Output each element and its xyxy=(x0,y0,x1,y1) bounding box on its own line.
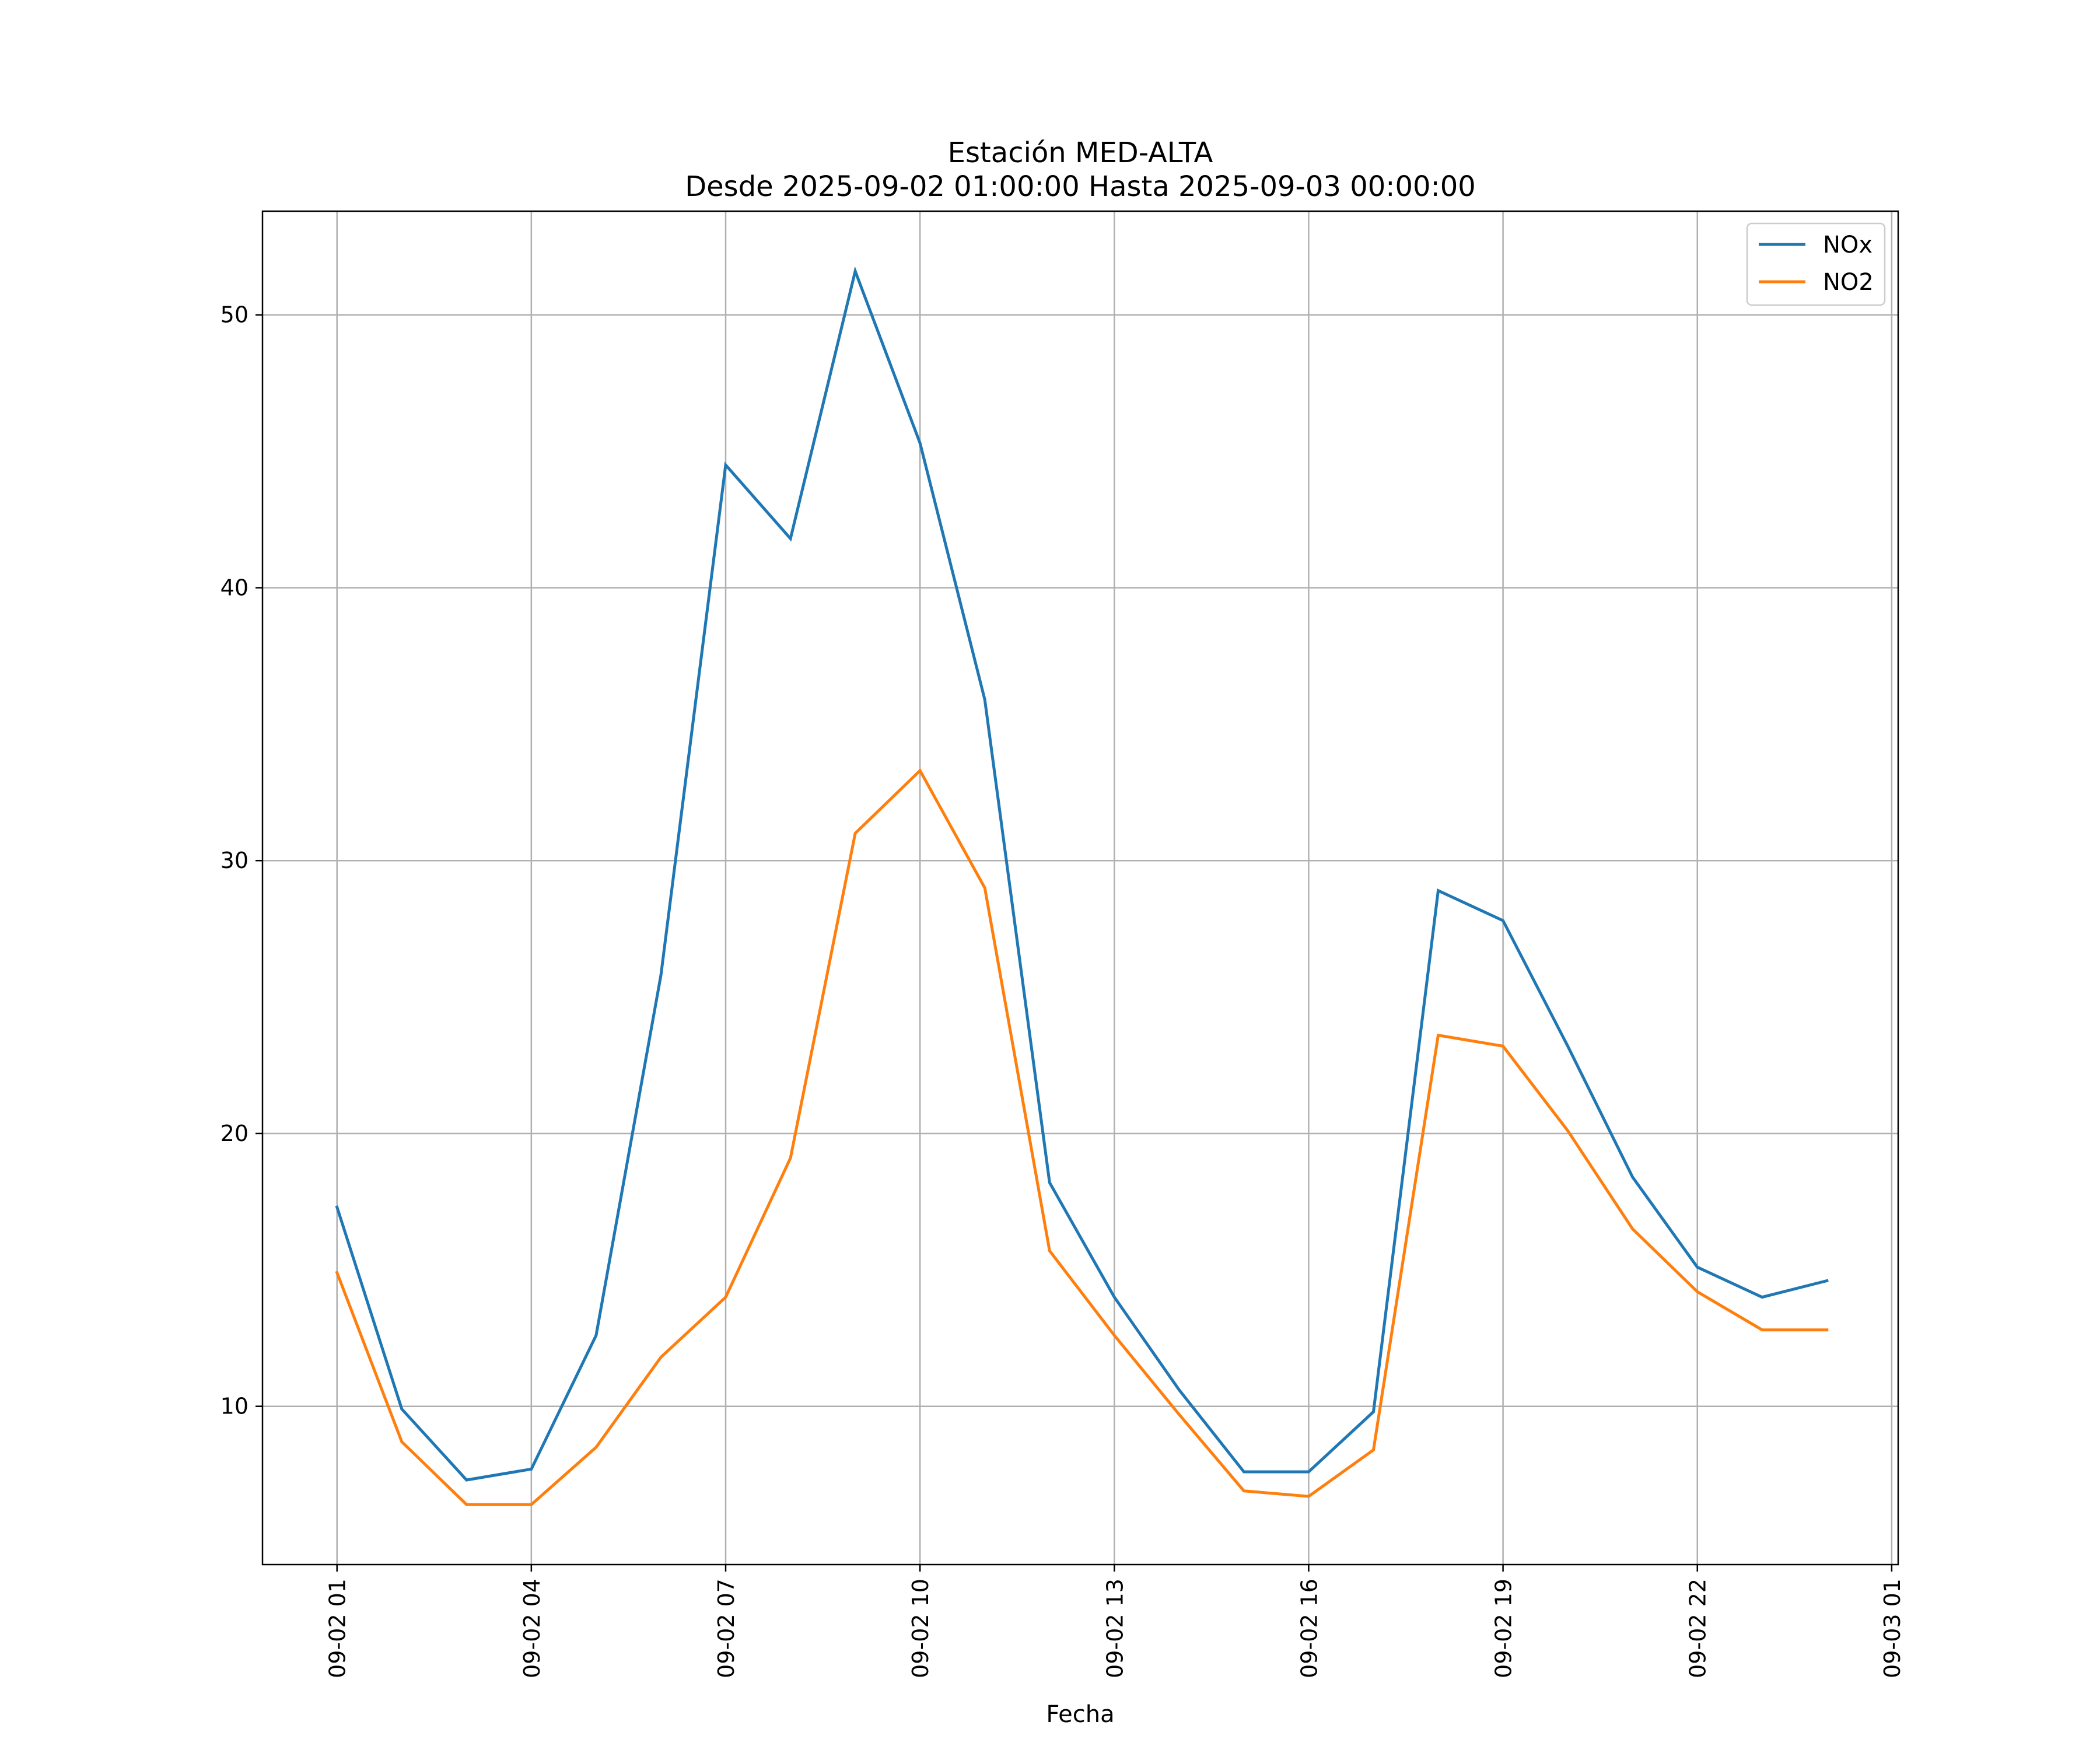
x-tick-label: 09-02 01 xyxy=(325,1579,351,1678)
x-tick-label: 09-02 22 xyxy=(1685,1579,1711,1678)
series-lines xyxy=(335,266,1829,1506)
y-tick-label: 10 xyxy=(220,1394,249,1419)
y-axis: 10 20 30 40 50 xyxy=(220,302,262,1419)
x-tick-label: 09-02 07 xyxy=(713,1579,739,1678)
x-tick-label: 09-02 10 xyxy=(908,1579,933,1678)
chart-title: Estación MED-ALTA xyxy=(948,137,1213,169)
y-tick-label: 40 xyxy=(220,575,249,600)
x-tick-label: 09-02 19 xyxy=(1491,1579,1517,1678)
x-tick-label: 09-03 01 xyxy=(1880,1579,1905,1678)
y-tick-label: 50 xyxy=(220,302,249,328)
x-tick-label: 09-02 16 xyxy=(1296,1579,1322,1678)
x-axis: 09-02 01 09-02 04 09-02 07 09-02 10 09-02 13… xyxy=(325,1565,1905,1678)
chart-subtitle: Desde 2025-09-02 01:00:00 Hasta 2025-09-… xyxy=(685,170,1476,203)
x-tick-label: 09-02 04 xyxy=(519,1579,545,1678)
grid-lines xyxy=(262,211,1898,1565)
legend-label-no2: NO2 xyxy=(1823,269,1874,296)
plot-frame xyxy=(261,210,1899,1566)
series-line-nox xyxy=(335,266,1829,1482)
x-tick-label: 09-02 13 xyxy=(1102,1579,1128,1678)
y-tick-label: 30 xyxy=(220,848,249,873)
y-tick-label: 20 xyxy=(220,1121,249,1146)
legend: NOx NO2 xyxy=(1746,222,1886,306)
series-line-no2 xyxy=(335,768,1829,1506)
legend-label-nox: NOx xyxy=(1823,232,1873,258)
x-axis-label: Fecha xyxy=(1046,1701,1114,1728)
